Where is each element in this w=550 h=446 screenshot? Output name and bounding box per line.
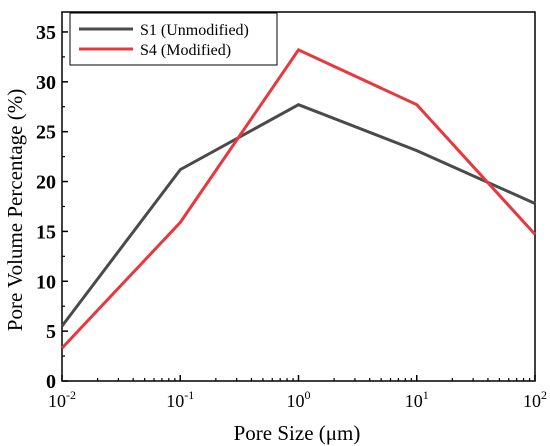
legend-label-1: S1 (Unmodified) [140,22,249,39]
x-tick-label: 100 [287,388,311,411]
x-tick-label: 101 [405,388,429,411]
x-tick-label: 10-1 [166,388,194,411]
y-tick-label: 25 [36,122,56,144]
y-tick-label: 5 [46,321,56,343]
x-tick-label: 10-2 [48,388,76,411]
legend: S1 (Unmodified) S4 (Modified) [69,12,278,66]
series-line-2 [60,48,537,350]
legend-label-2: S4 (Modified) [140,42,231,59]
legend-box [69,12,278,66]
x-tick-label: 102 [523,388,547,411]
series-lines [60,48,537,350]
y-axis-label: Pore Volume Percentage (%) [3,89,27,331]
y-tick-label: 20 [36,172,56,194]
y-tick-label: 15 [36,221,56,243]
y-tick-label: 0 [46,371,56,393]
y-tick-label: 35 [36,22,56,44]
y-tick-label: 10 [36,271,56,293]
series-line-1 [60,103,536,328]
y-tick-label: 30 [36,72,56,94]
x-axis-label: Pore Size (μm) [234,421,361,445]
plot-frame [61,11,536,382]
